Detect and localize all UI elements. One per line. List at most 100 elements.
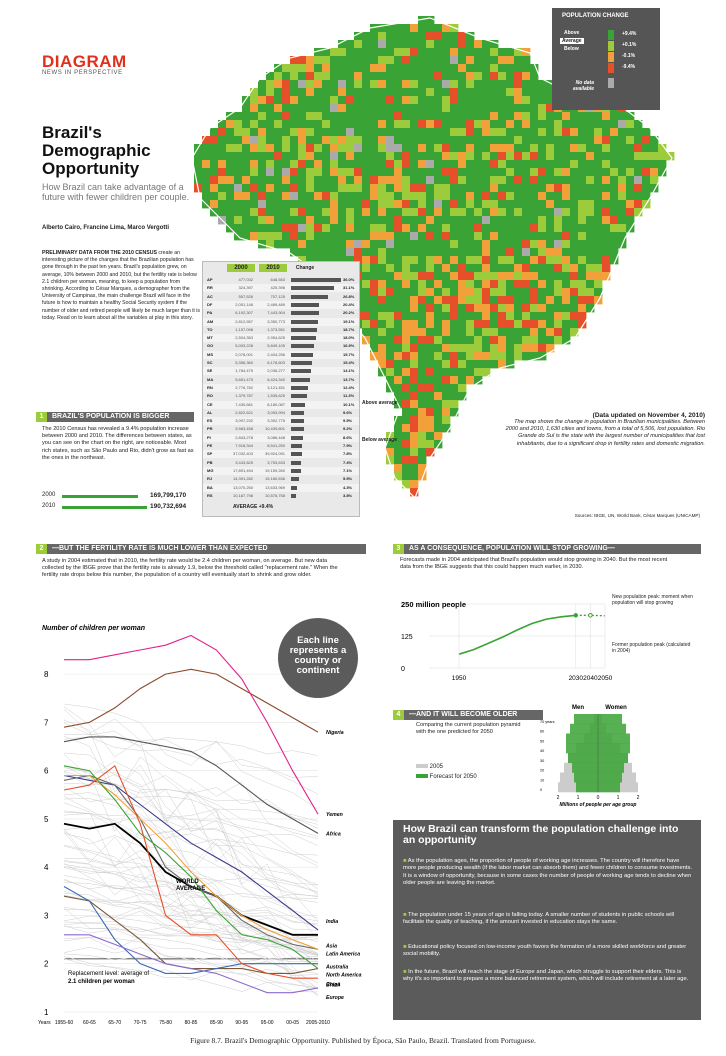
municipality-cell [506,168,515,177]
municipality-cell [562,264,571,273]
municipality-cell [562,144,571,153]
municipality-cell [306,88,315,97]
municipality-cell [362,176,371,185]
municipality-cell [474,96,483,105]
municipality-cell [546,264,555,273]
municipality-cell [642,184,651,193]
municipality-cell [386,264,395,273]
legend-swatch [608,52,614,62]
municipality-cell [482,176,491,185]
municipality-cell [514,72,523,81]
pyramid-bar-men [572,762,598,773]
municipality-cell [466,240,475,249]
municipality-cell [458,56,467,65]
municipality-cell [642,144,651,153]
municipality-cell [514,296,523,305]
municipality-cell [426,40,435,49]
municipality-cell [554,296,563,305]
municipality-cell [522,208,531,217]
municipality-cell [514,264,523,273]
background-country-line [63,786,319,886]
peak-new-note: New population peak: moment when populat… [612,594,693,606]
municipality-cell [386,176,395,185]
municipality-cell [266,144,275,153]
municipality-cell [418,328,427,337]
municipality-cell [530,96,539,105]
municipality-cell [370,160,379,169]
municipality-cell [266,208,275,217]
municipality-cell [370,288,379,297]
municipality-cell [402,88,411,97]
row-2010: 3,392,775 [267,418,285,424]
municipality-cell [442,48,451,57]
municipality-cell [418,240,427,249]
municipality-cell [394,456,403,465]
municipality-cell [290,176,299,185]
municipality-cell [506,152,515,161]
municipality-cell [562,248,571,257]
municipality-cell [370,240,379,249]
municipality-cell [626,152,635,161]
municipality-cell [290,128,299,137]
municipality-cell [410,120,419,129]
municipality-cell [386,232,395,241]
municipality-cell [538,176,547,185]
municipality-cell [458,376,467,385]
row-change-bar [291,311,320,316]
municipality-cell [514,152,523,161]
municipality-cell [546,336,555,345]
municipality-cell [530,352,539,361]
municipality-cell [570,248,579,257]
municipality-cell [442,352,451,361]
row-change: 36.0% [343,277,355,282]
municipality-cell [394,144,403,153]
municipality-cell [530,216,539,225]
pyramid-axis-label: Millions of people per age group [560,802,637,808]
municipality-cell [554,120,563,129]
row-state: PR [207,426,213,432]
pyramid-age-label: 20 [540,769,544,773]
municipality-cell [386,208,395,217]
municipality-cell [554,288,563,297]
municipality-cell [618,176,627,185]
municipality-cell [554,112,563,121]
row-2000: 9,563,458 [235,426,253,432]
x-tick-label: 95-00 [261,1020,274,1026]
municipality-cell [610,128,619,137]
municipality-cell [458,40,467,49]
municipality-cell [370,200,379,209]
municipality-cell [258,208,267,217]
pop-x-tick-label: 1950 [452,675,467,682]
municipality-cell [458,224,467,233]
municipality-cell [458,368,467,377]
municipality-cell [474,280,483,289]
municipality-cell [434,104,443,113]
municipality-cell [394,392,403,401]
municipality-cell [250,200,259,209]
background-country-line [63,946,319,963]
municipality-cell [338,248,347,257]
background-country-line [63,875,319,922]
row-change-bar [291,286,335,291]
municipality-cell [290,200,299,209]
municipality-cell [282,112,291,121]
municipality-cell [394,104,403,113]
municipality-cell [426,376,435,385]
municipality-cell [498,272,507,281]
municipality-cell [394,248,403,257]
municipality-cell [378,136,387,145]
municipality-cell [234,208,243,217]
row-2000: 2,051,146 [235,301,253,307]
municipality-cell [354,216,363,225]
municipality-cell [490,216,499,225]
municipality-cell [474,320,483,329]
municipality-cell [602,144,611,153]
municipality-cell [498,304,507,313]
municipality-cell [506,128,515,137]
series-line-india [63,774,319,931]
row-change: 16.9% [343,343,355,349]
municipality-cell [242,104,251,113]
municipality-cell [626,168,635,177]
municipality-cell [458,128,467,137]
municipality-cell [514,208,523,217]
